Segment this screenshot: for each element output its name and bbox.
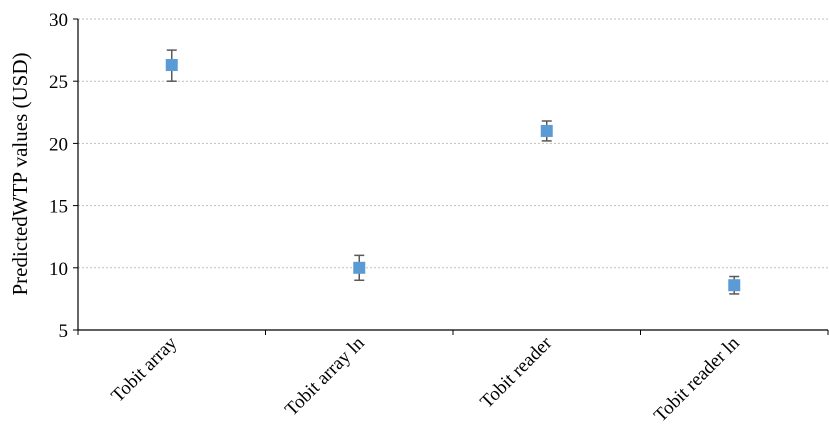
y-tick-label: 20 (49, 134, 68, 155)
y-tick-label: 30 (49, 10, 68, 31)
y-tick-label: 15 (49, 197, 68, 218)
data-point-marker (540, 124, 553, 137)
x-axis-ticks: Tobit array Tobit array ln Tobit reader Tob… (77, 330, 829, 426)
x-tick-label: Tobit reader ln (650, 332, 744, 426)
y-tick-label: 5 (59, 321, 69, 342)
y-axis-label: PredictedWTP values (USD) (8, 52, 32, 295)
data-point-marker (728, 279, 741, 292)
gridlines (78, 18, 828, 269)
data-point-marker (353, 261, 366, 274)
x-tick-label: Tobit array ln (281, 332, 369, 420)
axes (77, 19, 828, 331)
data-point-marker (165, 59, 178, 72)
y-tick-label: 10 (49, 259, 68, 280)
y-axis-ticks: 5 10 15 20 25 30 (49, 10, 78, 342)
y-tick-label: 25 (49, 72, 68, 93)
x-tick-label: Tobit array (107, 332, 181, 406)
data-points (165, 49, 741, 295)
x-tick-label: Tobit reader (476, 332, 556, 412)
